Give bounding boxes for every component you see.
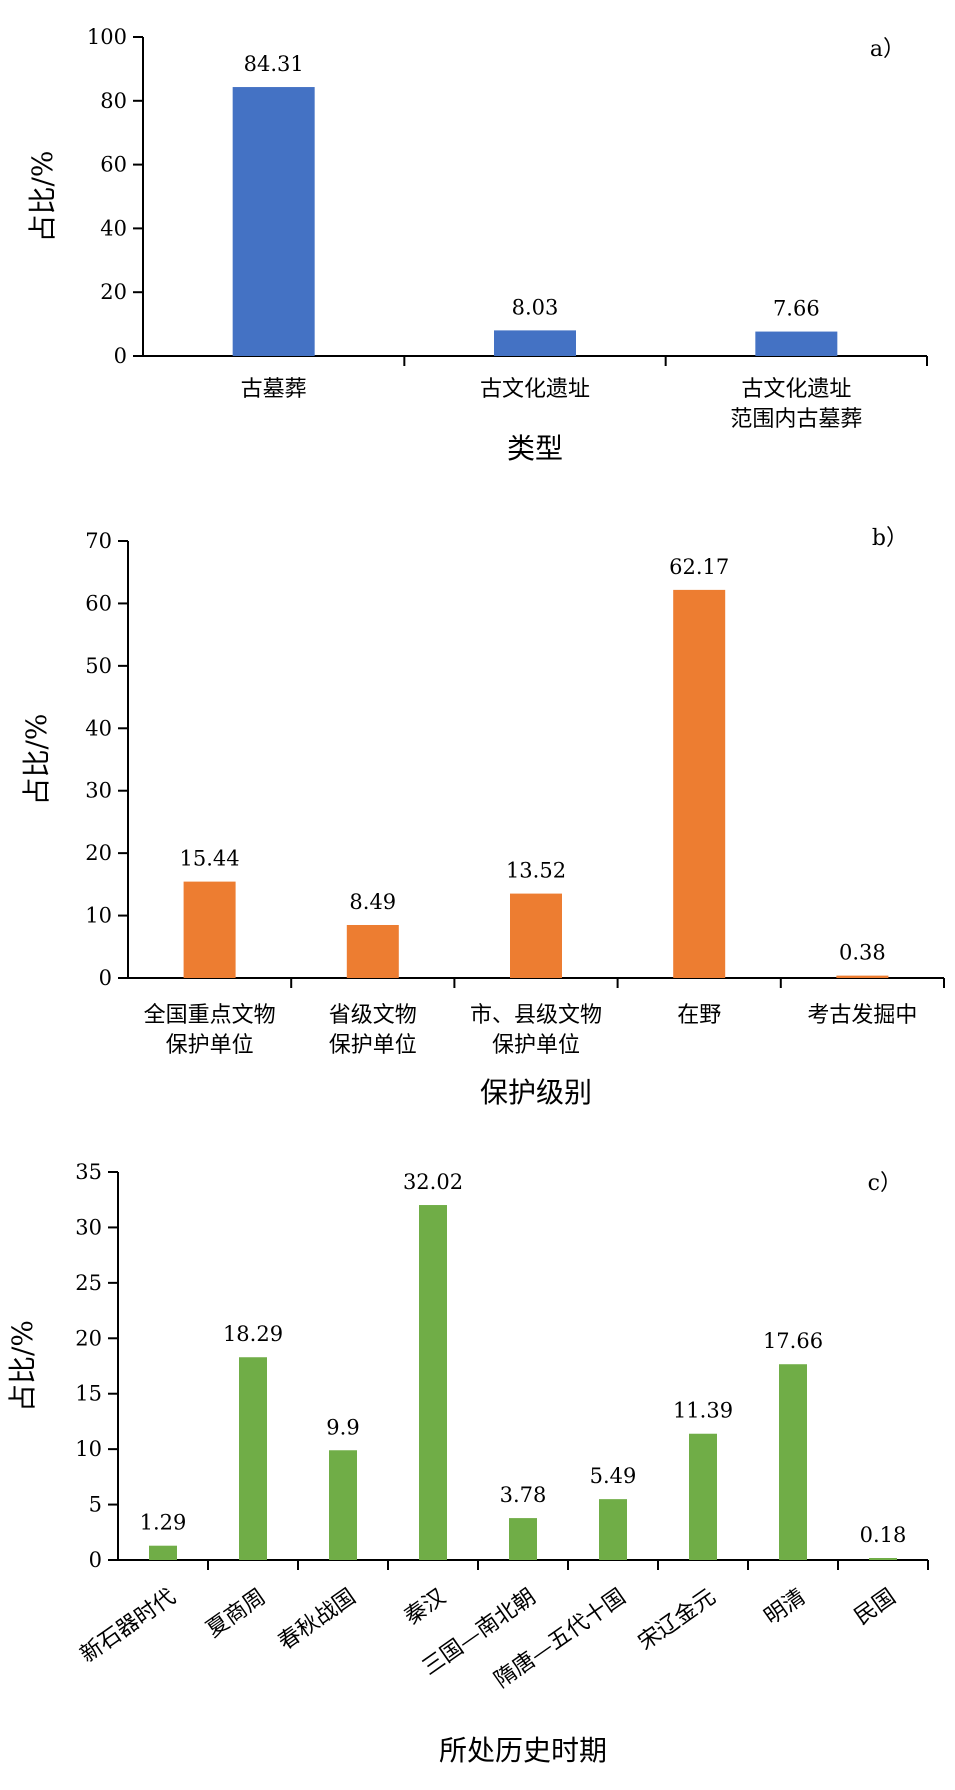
data-label: 62.17 xyxy=(669,555,729,579)
data-label: 18.29 xyxy=(223,1322,283,1346)
y-axis-title: 占比/% xyxy=(20,713,53,805)
bar-9 xyxy=(869,1558,897,1560)
y-tick-label: 50 xyxy=(85,654,112,678)
y-tick-label: 0 xyxy=(114,344,127,368)
bar-2 xyxy=(346,924,399,978)
x-category-label: 省级文物保护单位 xyxy=(329,1003,417,1058)
y-tick-label: 0 xyxy=(99,966,112,990)
x-category-label-line: 保护单位 xyxy=(329,1033,417,1058)
x-category-label: 新石器时代 xyxy=(76,1584,180,1668)
data-label: 8.49 xyxy=(349,890,396,914)
bar-1 xyxy=(149,1545,177,1560)
x-category-label: 市、县级文物保护单位 xyxy=(470,1003,602,1058)
y-tick-label: 20 xyxy=(100,280,127,304)
y-tick-label: 20 xyxy=(85,841,112,865)
panel-label: a） xyxy=(870,37,905,62)
x-category-label: 春秋战国 xyxy=(274,1584,360,1655)
data-label: 17.66 xyxy=(763,1329,823,1353)
bar-8 xyxy=(779,1364,807,1560)
x-category-label: 夏商周 xyxy=(202,1584,270,1642)
chart-panel-3: 0 5 10 15 20 25 30 35 1.29 新石器时代 18.29 夏商周 9.9 春秋战国 32… xyxy=(6,1160,929,1767)
x-category-label-line: 保护单位 xyxy=(492,1033,580,1058)
data-label: 5.49 xyxy=(590,1464,637,1488)
y-tick-label: 100 xyxy=(87,25,127,49)
bar-3 xyxy=(329,1450,357,1560)
x-category-label-line: 考古发掘中 xyxy=(807,1003,917,1028)
data-label: 11.39 xyxy=(673,1399,733,1423)
y-axis-title: 占比/% xyxy=(6,1320,39,1412)
y-tick-label: 25 xyxy=(75,1271,102,1295)
y-tick-label: 20 xyxy=(75,1326,102,1350)
data-label: 1.29 xyxy=(140,1511,187,1535)
y-tick-label: 10 xyxy=(75,1437,102,1461)
x-category-label: 明清 xyxy=(760,1584,810,1630)
x-category-label: 秦汉 xyxy=(400,1584,450,1630)
y-tick-label: 35 xyxy=(75,1160,102,1184)
x-axis-title: 所处历史时期 xyxy=(439,1734,607,1767)
y-tick-label: 15 xyxy=(75,1382,102,1406)
bar-2 xyxy=(494,330,576,356)
bar-5 xyxy=(509,1518,537,1560)
x-category-label: 古文化遗址 xyxy=(480,377,590,402)
data-label: 84.31 xyxy=(244,52,304,76)
panel-label: c） xyxy=(868,1171,902,1196)
x-category-label: 古墓葬 xyxy=(241,377,307,402)
chart-panel-1: 0 20 40 60 80 100 84.31 古墓葬 8.03 古文化遗址 7.66 古文化遗址范围… xyxy=(26,25,928,465)
y-tick-label: 80 xyxy=(100,89,127,113)
chart-panel-2: 01020304050607015.44全国重点文物保护单位8.49省级文物保护… xyxy=(20,526,945,1109)
x-category-label: 在野 xyxy=(677,1003,721,1028)
x-category-label-line: 古文化遗址 xyxy=(480,377,590,402)
data-label: 9.9 xyxy=(326,1415,359,1439)
y-tick-label: 10 xyxy=(85,904,112,928)
data-label: 32.02 xyxy=(403,1170,463,1194)
bar-5 xyxy=(836,975,889,978)
x-axis-title: 类型 xyxy=(507,432,563,465)
x-category-label-line: 全国重点文物 xyxy=(144,1003,276,1028)
y-tick-label: 60 xyxy=(85,591,112,615)
bar-1 xyxy=(183,881,236,978)
bar-4 xyxy=(673,589,726,978)
data-label: 7.66 xyxy=(773,297,820,321)
y-axis-title: 占比/% xyxy=(26,150,59,242)
y-tick-label: 5 xyxy=(89,1493,102,1517)
x-category-label: 考古发掘中 xyxy=(807,1003,917,1028)
y-tick-label: 70 xyxy=(85,529,112,553)
x-category-label: 古文化遗址范围内古墓葬 xyxy=(730,377,862,432)
y-tick-label: 40 xyxy=(85,716,112,740)
data-label: 0.18 xyxy=(860,1523,907,1547)
x-category-label-line: 范围内古墓葬 xyxy=(730,407,862,432)
y-tick-label: 30 xyxy=(75,1215,102,1239)
data-label: 3.78 xyxy=(500,1483,547,1507)
data-label: 8.03 xyxy=(512,295,559,319)
x-category-label: 全国重点文物保护单位 xyxy=(144,1003,276,1058)
bar-1 xyxy=(232,87,315,357)
data-label: 13.52 xyxy=(506,859,566,883)
x-category-label-line: 古文化遗址 xyxy=(741,377,851,402)
bar-4 xyxy=(419,1205,447,1560)
y-tick-label: 30 xyxy=(85,779,112,803)
x-category-label-line: 市、县级文物 xyxy=(470,1003,602,1028)
y-tick-label: 0 xyxy=(89,1548,102,1572)
x-category-label: 民国 xyxy=(850,1584,900,1630)
bar-3 xyxy=(755,331,838,356)
bar-2 xyxy=(239,1357,267,1560)
y-tick-label: 60 xyxy=(100,153,127,177)
bar-7 xyxy=(689,1433,717,1560)
x-category-label-line: 省级文物 xyxy=(329,1003,417,1028)
bar-3 xyxy=(510,893,562,978)
x-category-label-line: 古墓葬 xyxy=(241,377,307,402)
bar-6 xyxy=(599,1499,627,1560)
x-category-label: 宋辽金元 xyxy=(634,1584,720,1655)
y-tick-label: 40 xyxy=(100,216,127,240)
x-category-label-line: 保护单位 xyxy=(166,1033,254,1058)
panel-label: b） xyxy=(872,526,908,551)
data-label: 0.38 xyxy=(839,941,886,965)
x-category-label-line: 在野 xyxy=(677,1003,721,1028)
x-axis-title: 保护级别 xyxy=(480,1076,592,1109)
data-label: 15.44 xyxy=(180,847,240,871)
